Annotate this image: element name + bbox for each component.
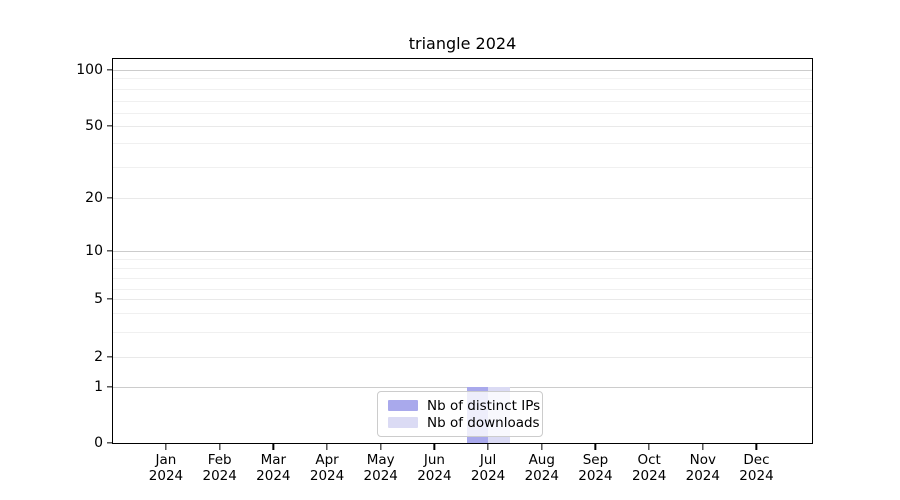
x-axis-tick-label-line: 2024: [202, 467, 237, 484]
y-axis-tick-label: 50: [85, 118, 103, 134]
x-axis-tick-label: Aug 2024: [524, 452, 559, 484]
x-axis-tick: [272, 444, 274, 450]
x-axis-tick-label-line: 2024: [309, 467, 345, 484]
x-axis-tick-label-line: 2024: [148, 467, 184, 484]
y-axis-tick: [107, 298, 113, 300]
gridline-minor: [113, 88, 812, 90]
y-axis-tick-label: 20: [85, 190, 103, 206]
x-axis-tick-label: Jul 2024: [470, 452, 506, 484]
y-axis-tick: [107, 356, 113, 358]
x-axis-tick: [648, 444, 650, 450]
x-axis-tick-label: May 2024: [363, 452, 398, 484]
x-axis-tick-label: Jun 2024: [417, 452, 452, 484]
chart-title: triangle 2024: [408, 34, 517, 53]
legend-label: Nb of distinct IPs: [427, 397, 541, 414]
x-axis-tick: [219, 444, 221, 450]
y-axis-tick: [107, 250, 113, 252]
gridline-major: [113, 126, 812, 127]
gridline-minor: [113, 277, 812, 279]
x-axis-tick: [433, 444, 436, 450]
legend: Nb of distinct IPs Nb of downloads: [377, 391, 543, 437]
x-axis-tick-label-line: 2024: [685, 467, 720, 484]
x-axis-tick-label: Nov 2024: [685, 452, 720, 484]
gridline-minor: [113, 268, 812, 269]
x-axis-tick-label: Oct 2024: [631, 452, 667, 484]
plot-area: Nb of distinct IPs Nb of downloads 100 50 2…: [76, 58, 813, 483]
x-axis-tick-label-line: Mar: [260, 452, 287, 468]
y-axis-tick: [107, 386, 113, 388]
x-axis-tick-label: Mar 2024: [256, 452, 291, 484]
legend-label: Nb of downloads: [427, 414, 540, 431]
x-axis-tick-label-line: 2024: [470, 467, 506, 484]
y-axis-tick: [107, 442, 113, 444]
x-axis-tick-label-line: Apr: [315, 452, 339, 468]
x-axis-tick: [380, 444, 382, 450]
y-axis-tick-label: 5: [94, 291, 103, 307]
gridline-major: [113, 69, 812, 71]
x-axis-tick-label-line: Jul: [479, 452, 497, 468]
y-axis-tick-label: 1: [94, 379, 103, 395]
gridline-minor: [113, 112, 812, 114]
gridline-major: [113, 356, 812, 358]
gridline-minor: [113, 167, 812, 169]
x-axis-tick: [165, 444, 167, 450]
x-axis-tick: [702, 444, 704, 450]
x-axis-tick-label: Jan 2024: [148, 452, 184, 484]
y-axis-tick-label: 0: [94, 435, 103, 451]
gridline-minor: [113, 313, 812, 315]
y-axis-tick-label: 10: [85, 243, 103, 259]
x-axis-tick: [487, 444, 489, 450]
legend-row: Nb of downloads: [388, 414, 540, 431]
x-axis-tick-label-line: Jun: [423, 452, 445, 468]
x-axis-tick-label-line: May: [366, 452, 395, 468]
x-axis-tick-label-line: 2024: [631, 467, 667, 484]
x-axis-tick-label: Dec 2024: [739, 452, 774, 484]
gridline-minor: [113, 258, 812, 260]
x-axis-tick-label-line: Jan: [155, 452, 177, 468]
x-axis-tick-label-line: Nov: [689, 452, 716, 468]
y-axis-tick-label: 2: [94, 348, 103, 365]
x-axis-tick-label-line: 2024: [256, 467, 291, 484]
gridline-minor: [113, 289, 812, 291]
gridline-minor: [113, 143, 812, 145]
y-axis-tick: [107, 197, 113, 199]
x-axis-tick-label-line: Aug: [528, 452, 555, 468]
legend-row: Nb of distinct IPs: [388, 397, 540, 414]
x-axis-tick: [594, 444, 597, 450]
x-axis-tick-label-line: 2024: [578, 467, 613, 484]
x-axis-tick-label: Feb 2024: [202, 452, 237, 484]
x-axis-tick-label-line: Dec: [743, 452, 770, 468]
gridline-minor: [113, 331, 812, 333]
gridline-major: [113, 299, 812, 300]
gridline-major: [113, 387, 812, 388]
x-axis-tick: [755, 444, 758, 450]
x-axis-tick-label-line: Feb: [207, 452, 232, 468]
x-axis-tick-label-line: 2024: [363, 467, 398, 484]
x-axis-tick-label: Sep 2024: [578, 452, 613, 484]
legend-swatch-icon: [388, 417, 418, 428]
gridline-minor: [113, 78, 812, 79]
y-axis-tick-label: 100: [76, 61, 103, 78]
gridline-minor: [113, 101, 812, 102]
y-axis-tick: [107, 125, 113, 127]
x-axis-tick: [326, 444, 328, 450]
x-axis-tick-label-line: 2024: [417, 467, 452, 484]
legend-swatch-icon: [388, 400, 418, 411]
x-axis-tick: [541, 444, 543, 450]
x-axis-tick-label-line: Sep: [582, 452, 609, 468]
y-axis-tick: [107, 69, 113, 71]
x-axis-tick-label-line: 2024: [524, 467, 559, 484]
x-axis-tick-label-line: 2024: [739, 467, 774, 484]
gridline-major: [113, 251, 812, 252]
x-axis-tick-label: Apr 2024: [309, 452, 345, 484]
x-axis-tick-label-line: Oct: [637, 452, 661, 468]
gridline-major: [113, 198, 812, 199]
